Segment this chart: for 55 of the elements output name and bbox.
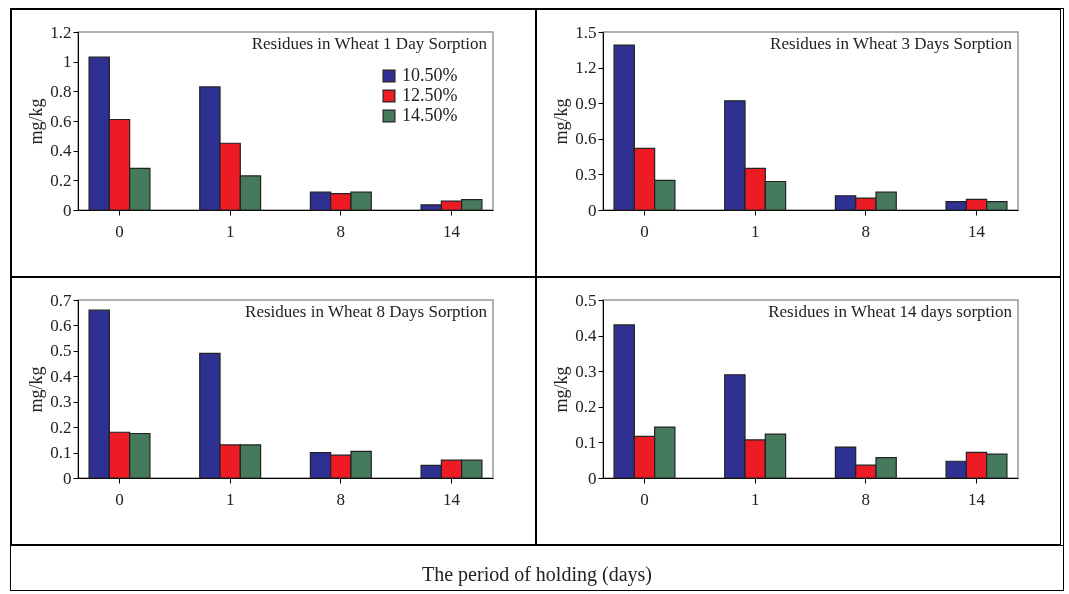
y-tick-label: 0.4 (50, 366, 72, 386)
x-tick-label: 0 (115, 221, 124, 241)
x-tick-label: 14 (443, 489, 461, 509)
y-tick-label: 0.4 (50, 141, 72, 161)
legend-label: 12.50% (402, 85, 458, 105)
x-tick-label: 8 (336, 221, 346, 241)
x-tick-label: 8 (861, 221, 871, 241)
y-axis-title: mg/kg (26, 98, 47, 145)
x-axis-title: The period of holding (days) (11, 545, 1063, 590)
y-tick-label: 0.3 (575, 361, 597, 381)
x-tick-label: 1 (225, 221, 235, 241)
x-tick-label: 1 (750, 221, 760, 241)
y-tick-label: 0.1 (50, 443, 72, 463)
x-tick-label: 8 (861, 489, 871, 509)
y-tick-label: 0.2 (50, 170, 72, 190)
x-tick-label: 0 (115, 489, 124, 509)
chart-title: Residues in Wheat 14 days sorption (768, 302, 1013, 321)
y-tick-label: 0.5 (575, 290, 597, 310)
x-tick-label: 8 (336, 489, 346, 509)
x-tick-label: 1 (225, 489, 235, 509)
y-tick-label: 0.5 (50, 341, 72, 361)
x-tick-label: 0 (640, 489, 649, 509)
x-tick-label: 14 (968, 221, 986, 241)
y-tick-label: 1.5 (575, 22, 597, 42)
y-tick-label: 0.6 (50, 315, 72, 335)
y-tick-label: 0 (588, 200, 597, 220)
y-tick-label: 0.9 (575, 93, 597, 113)
chart-title: Residues in Wheat 1 Day Sorption (251, 34, 488, 53)
chart-title: Residues in Wheat 3 Days Sorption (770, 34, 1013, 53)
legend-label: 14.50% (402, 105, 458, 125)
y-tick-label: 0.8 (50, 81, 72, 101)
y-tick-label: 0.2 (50, 417, 72, 437)
y-tick-label: 1 (63, 52, 72, 72)
y-tick-label: 0 (63, 200, 72, 220)
y-axis-title: mg/kg (551, 366, 572, 413)
x-tick-label: 1 (750, 489, 760, 509)
y-tick-label: 0 (63, 468, 72, 488)
y-tick-label: 1.2 (575, 58, 597, 78)
y-axis-title: mg/kg (551, 98, 572, 145)
x-tick-label: 14 (443, 221, 461, 241)
legend-label: 10.50% (402, 65, 458, 85)
y-axis-title: mg/kg (26, 366, 47, 413)
y-tick-label: 1.2 (50, 22, 72, 42)
y-tick-label: 0 (588, 468, 597, 488)
x-tick-label: 0 (640, 221, 649, 241)
y-tick-label: 0.6 (575, 129, 597, 149)
y-tick-label: 0.1 (575, 432, 597, 452)
y-tick-label: 0.4 (575, 326, 597, 346)
y-tick-label: 0.7 (50, 290, 72, 310)
y-tick-label: 0.3 (575, 164, 597, 184)
y-tick-label: 0.3 (50, 392, 72, 412)
y-tick-label: 0.2 (575, 397, 597, 417)
chart-title: Residues in Wheat 8 Days Sorption (245, 302, 488, 321)
x-tick-label: 14 (968, 489, 986, 509)
y-tick-label: 0.6 (50, 111, 72, 131)
